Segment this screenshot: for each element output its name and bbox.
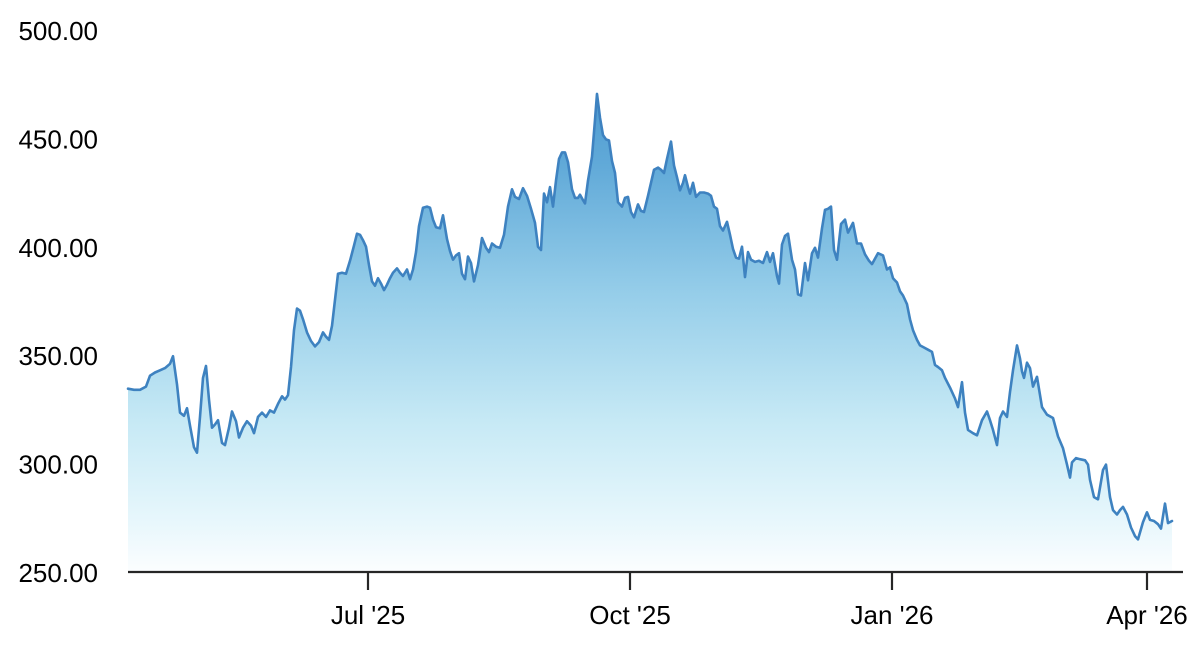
y-axis-tick-label: 400.00 [18, 233, 98, 263]
x-axis [128, 570, 1183, 590]
area-fill [128, 93, 1172, 573]
y-axis-tick-label: 350.00 [18, 341, 98, 371]
x-axis-tick-label: Jul '25 [331, 600, 405, 630]
x-axis-tick-label: Jan '26 [850, 600, 933, 630]
y-axis-tick-label: 250.00 [18, 558, 98, 588]
price-line [126, 92, 1174, 541]
x-axis-tick-label: Apr '26 [1106, 600, 1188, 630]
area-series [126, 92, 1174, 573]
y-axis-tick-label: 500.00 [18, 16, 98, 46]
x-axis-labels: Jul '25 Oct '25 Jan '26 Apr '26 [331, 600, 1188, 630]
y-axis-labels: 500.00 450.00 400.00 350.00 300.00 250.00 [18, 16, 98, 588]
y-axis-tick-label: 450.00 [18, 124, 98, 154]
y-axis-tick-label: 300.00 [18, 450, 98, 480]
x-axis-tick-label: Oct '25 [589, 600, 671, 630]
